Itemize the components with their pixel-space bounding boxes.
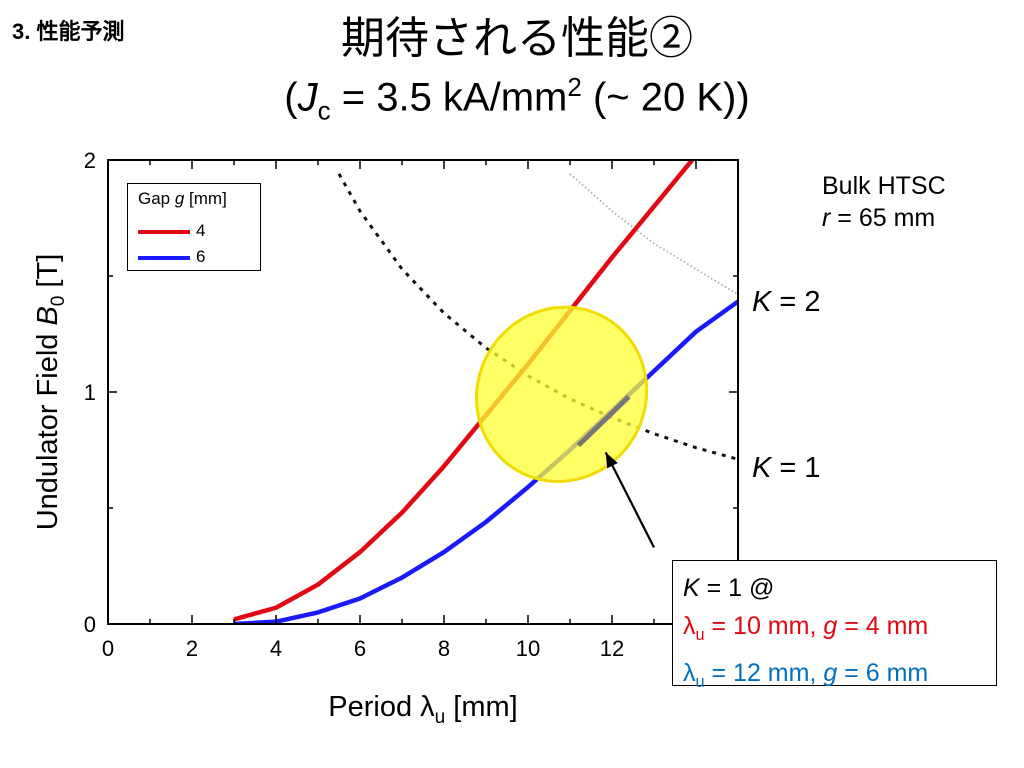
k1-callout-box: K = 1 @ λu = 10 mm, g = 4 mm λu = 12 mm,… (672, 560, 997, 691)
callout-gap-var: g (823, 659, 838, 687)
callout-gap-var: g (823, 612, 838, 640)
legend-label-gap-4: 4 (196, 221, 206, 240)
material-line: Bulk HTSC (822, 172, 946, 200)
callout-period-value: = 10 mm, (704, 612, 824, 640)
x-tick-label: 2 (186, 636, 198, 661)
legend-label-gap-6: 6 (196, 247, 206, 266)
x-tick-label: 8 (438, 636, 450, 661)
callout-line-2: λu = 10 mm, g = 4 mm (683, 607, 996, 654)
x-tick-label: 4 (270, 636, 282, 661)
page-subtitle: (Jc = 3.5 kA/mm2 (~ 20 K)) (0, 72, 1024, 126)
operating-region-ellipse (475, 305, 649, 483)
k2-curve (569, 173, 738, 296)
callout-gap-value: = 6 mm (837, 659, 929, 687)
callout-line-1: K = 1 @ (683, 569, 996, 607)
k1-label: K = 1 (752, 452, 821, 485)
callout-period-value: = 12 mm, (704, 659, 824, 687)
radius-value: = 65 mm (830, 204, 936, 232)
subtitle-sub: c (317, 95, 331, 126)
legend-entry-gap-4: 4 (138, 221, 258, 241)
legend-title: Gap g [mm] (138, 189, 227, 209)
legend-title-suffix: [mm] (184, 189, 227, 208)
chart-legend: Gap g [mm] 4 6 (127, 183, 261, 271)
legend-swatch-red (138, 230, 190, 234)
callout-arrow-head (605, 452, 618, 469)
subtitle-open: ( (284, 75, 298, 120)
legend-title-var: g (174, 189, 185, 208)
series-line-gap-6 (233, 299, 738, 624)
x-tick-label: 10 (516, 636, 540, 661)
section-label: 3. 性能予測 (12, 19, 125, 44)
callout-k-var: K (683, 574, 700, 602)
y-tick-label: 2 (84, 148, 96, 173)
callout-lambda-symbol: λ (683, 659, 696, 687)
callout-lambda-symbol: λ (683, 612, 696, 640)
callout-lambda-sub: u (695, 673, 705, 691)
callout-arrow-shaft (604, 451, 655, 548)
y-tick-label: 1 (84, 380, 96, 405)
page-title: 期待される性能② (341, 14, 693, 63)
radius-line: r = 65 mm (822, 202, 946, 234)
y-axis-label: Undulator Field B0 [T] (32, 254, 69, 531)
callout-gap-value: = 4 mm (837, 612, 929, 640)
x-axis-label: Period λu [mm] (328, 691, 517, 728)
radius-var: r (822, 204, 831, 232)
series-line-gap-4 (233, 160, 696, 622)
y-tick-label: 0 (84, 612, 96, 637)
subtitle-sup: 2 (567, 72, 582, 102)
x-tick-label: 6 (354, 636, 366, 661)
callout-line-3: λu = 12 mm, g = 6 mm (683, 654, 996, 701)
legend-swatch-blue (138, 256, 190, 260)
k1-value: = 1 (771, 452, 821, 484)
legend-title-prefix: Gap (138, 189, 175, 208)
legend-entry-gap-6: 6 (138, 247, 258, 267)
k2-label: K = 2 (752, 286, 821, 319)
subtitle-value: = 3.5 kA/mm (330, 75, 568, 120)
x-tick-label: 0 (102, 636, 114, 661)
callout-k-value: = 1 @ (699, 574, 775, 602)
x-tick-label: 12 (600, 636, 624, 661)
material-note: Bulk HTSC r = 65 mm (822, 170, 946, 234)
operating-segment (576, 394, 631, 448)
k2-var: K (752, 286, 772, 318)
k1-var: K (752, 452, 772, 484)
k2-value: = 2 (771, 286, 821, 318)
subtitle-var: J (297, 75, 318, 120)
callout-lambda-sub: u (695, 626, 705, 644)
subtitle-suffix: (~ 20 K)) (581, 75, 750, 120)
